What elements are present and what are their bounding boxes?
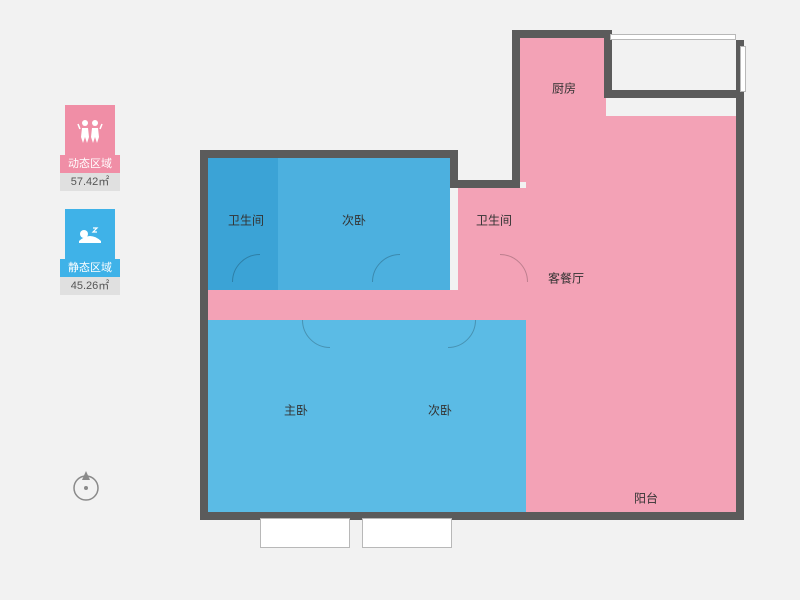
people-icon (65, 105, 115, 155)
corridor-zone (208, 290, 526, 320)
wall (512, 30, 612, 38)
room-label-bedroom2_bot: 次卧 (428, 402, 452, 419)
wall (200, 150, 450, 158)
kitchen-zone (520, 38, 606, 116)
window (610, 34, 736, 40)
bedroom2-bot-zone (398, 320, 526, 512)
legend-dynamic: 动态区域 57.42㎡ (60, 105, 120, 191)
room-label-balcony: 阳台 (634, 490, 658, 507)
legend-dynamic-label: 动态区域 (60, 155, 120, 173)
sleep-icon (65, 209, 115, 259)
legend-static-label: 静态区域 (60, 259, 120, 277)
wall (512, 30, 520, 188)
room-label-bathroom_left: 卫生间 (228, 212, 264, 229)
wall (736, 90, 744, 520)
room-label-bathroom_right: 卫生间 (476, 212, 512, 229)
wall (450, 180, 520, 188)
legend-static: 静态区域 45.26㎡ (60, 209, 120, 295)
floorplan: 厨房卫生间客餐厅阳台卫生间次卧主卧次卧 (200, 20, 760, 580)
window (260, 518, 350, 548)
legend: 动态区域 57.42㎡ 静态区域 45.26㎡ (60, 105, 120, 313)
room-label-bedroom2_top: 次卧 (342, 212, 366, 229)
window (740, 46, 746, 92)
compass-icon (68, 468, 104, 504)
living-main-zone (526, 182, 736, 512)
wall (200, 150, 208, 520)
room-label-living_dining: 客餐厅 (548, 270, 584, 287)
legend-dynamic-value: 57.42㎡ (60, 173, 120, 191)
room-label-kitchen: 厨房 (552, 80, 576, 97)
room-label-master: 主卧 (284, 402, 308, 419)
legend-static-value: 45.26㎡ (60, 277, 120, 295)
window (362, 518, 452, 548)
wall (604, 30, 612, 98)
wall (604, 90, 744, 98)
living-top-zone (520, 116, 736, 182)
